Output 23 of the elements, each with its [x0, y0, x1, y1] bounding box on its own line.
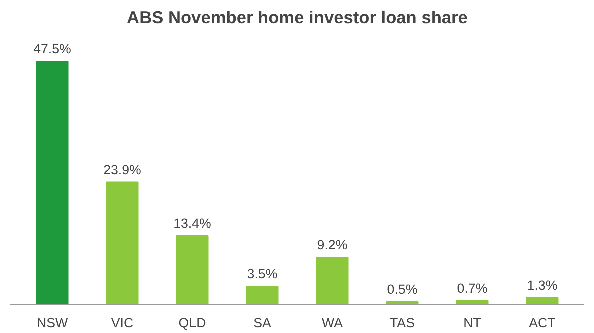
data-label: 23.9%	[104, 162, 142, 178]
data-label: 3.5%	[247, 266, 278, 282]
data-label: 47.5%	[34, 42, 72, 57]
x-tick-label: TAS	[390, 316, 416, 330]
bar	[36, 61, 69, 304]
bar	[526, 297, 559, 304]
x-tick-label: NSW	[36, 316, 68, 330]
data-label: 0.5%	[387, 282, 418, 297]
data-label: 0.7%	[457, 280, 488, 296]
data-label: 9.2%	[317, 237, 348, 252]
x-tick-label: SA	[254, 316, 272, 330]
chart-title: ABS November home investor loan share	[127, 8, 468, 28]
x-tick-label: WA	[322, 316, 344, 330]
bar	[106, 182, 139, 304]
x-tick-label: NT	[464, 316, 482, 330]
bar	[316, 256, 349, 304]
x-tick-label: VIC	[111, 316, 134, 330]
data-label: 13.4%	[174, 216, 212, 231]
bar	[246, 286, 279, 304]
x-tick-label: QLD	[178, 316, 206, 330]
data-label: 1.3%	[527, 278, 558, 293]
x-tick-label: ACT	[529, 316, 556, 330]
bar	[176, 235, 209, 304]
